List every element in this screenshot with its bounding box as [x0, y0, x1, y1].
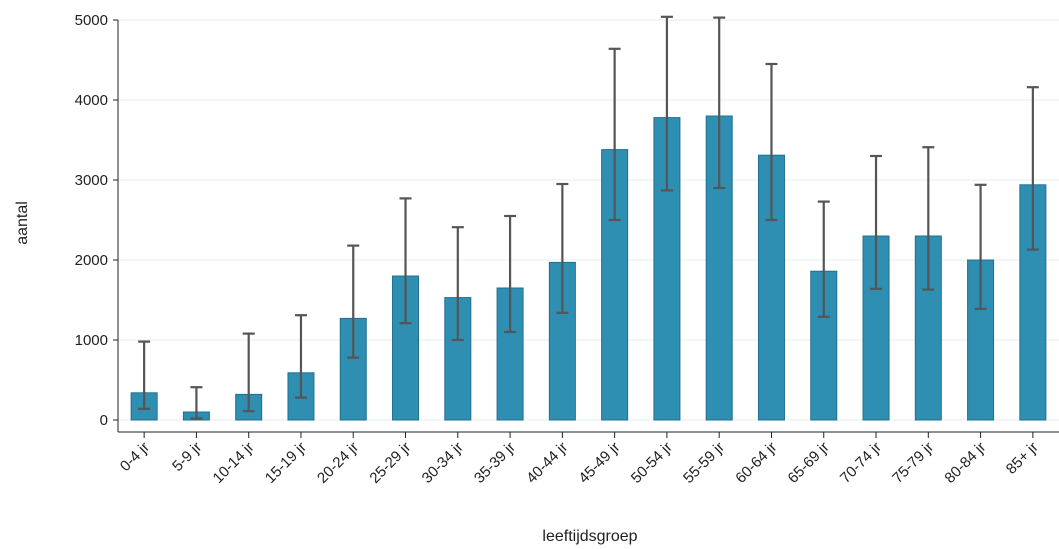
x-ticks: 0-4 jr 5-9 jr 10-14 jr 15-19 jr 20-24 jr 25-2…: [117, 432, 1042, 487]
y-ticks: 0 1000 2000 3000 4000 5000: [75, 12, 118, 429]
error-bars: [138, 15, 1039, 420]
x-tick-label: 15-19 jr: [262, 439, 310, 487]
x-axis-title: leeftijdsgroep: [542, 528, 637, 545]
y-tick-label: 1000: [75, 332, 108, 349]
x-tick-label: 70-74 jr: [837, 439, 885, 487]
x-tick-label: 35-39 jr: [471, 439, 519, 487]
grid: [118, 19, 1059, 421]
error-bar: [660, 15, 673, 192]
bars: [130, 115, 1047, 421]
x-tick-label: 75-79 jr: [889, 439, 937, 487]
x-tick-label: 60-64 jr: [732, 439, 780, 487]
x-tick-label: 55-59 jr: [680, 439, 728, 487]
y-tick-label: 2000: [75, 252, 108, 269]
error-bar: [974, 183, 987, 310]
x-tick-label: 50-54 jr: [628, 439, 676, 487]
error-bar: [870, 154, 883, 290]
x-tick-label: 20-24 jr: [314, 439, 362, 487]
x-tick-label: 30-34 jr: [419, 439, 467, 487]
x-tick-label: 10-14 jr: [210, 439, 258, 487]
x-tick-label: 40-44 jr: [523, 439, 571, 487]
x-tick-label: 5-9 jr: [169, 439, 205, 475]
error-bar: [347, 244, 360, 359]
y-tick-label: 4000: [75, 92, 108, 109]
x-tick-label: 0-4 jr: [117, 439, 153, 475]
error-bar: [242, 332, 255, 413]
error-bar: [399, 197, 412, 325]
error-bar: [922, 146, 935, 291]
y-axis-title: aantal: [14, 201, 31, 245]
error-bar: [817, 200, 830, 318]
x-tick-label: 80-84 jr: [941, 439, 989, 487]
error-bar: [294, 314, 307, 399]
error-bar: [504, 214, 517, 334]
x-tick-label: 45-49 jr: [575, 439, 623, 487]
error-bar: [1026, 86, 1039, 251]
y-tick-label: 3000: [75, 172, 108, 189]
error-bar: [713, 16, 726, 190]
y-tick-label: 0: [100, 412, 108, 429]
error-bar: [451, 226, 464, 342]
y-tick-label: 5000: [75, 12, 108, 29]
error-bar: [138, 340, 151, 410]
error-bar: [556, 182, 569, 314]
error-bar: [765, 62, 778, 222]
x-tick-label: 25-29 jr: [366, 439, 414, 487]
error-bar: [190, 386, 203, 420]
x-tick-label: 65-69 jr: [785, 439, 833, 487]
axes: [117, 20, 1059, 433]
x-tick-label: 85+ jr: [1003, 439, 1042, 478]
error-bar: [608, 47, 621, 222]
